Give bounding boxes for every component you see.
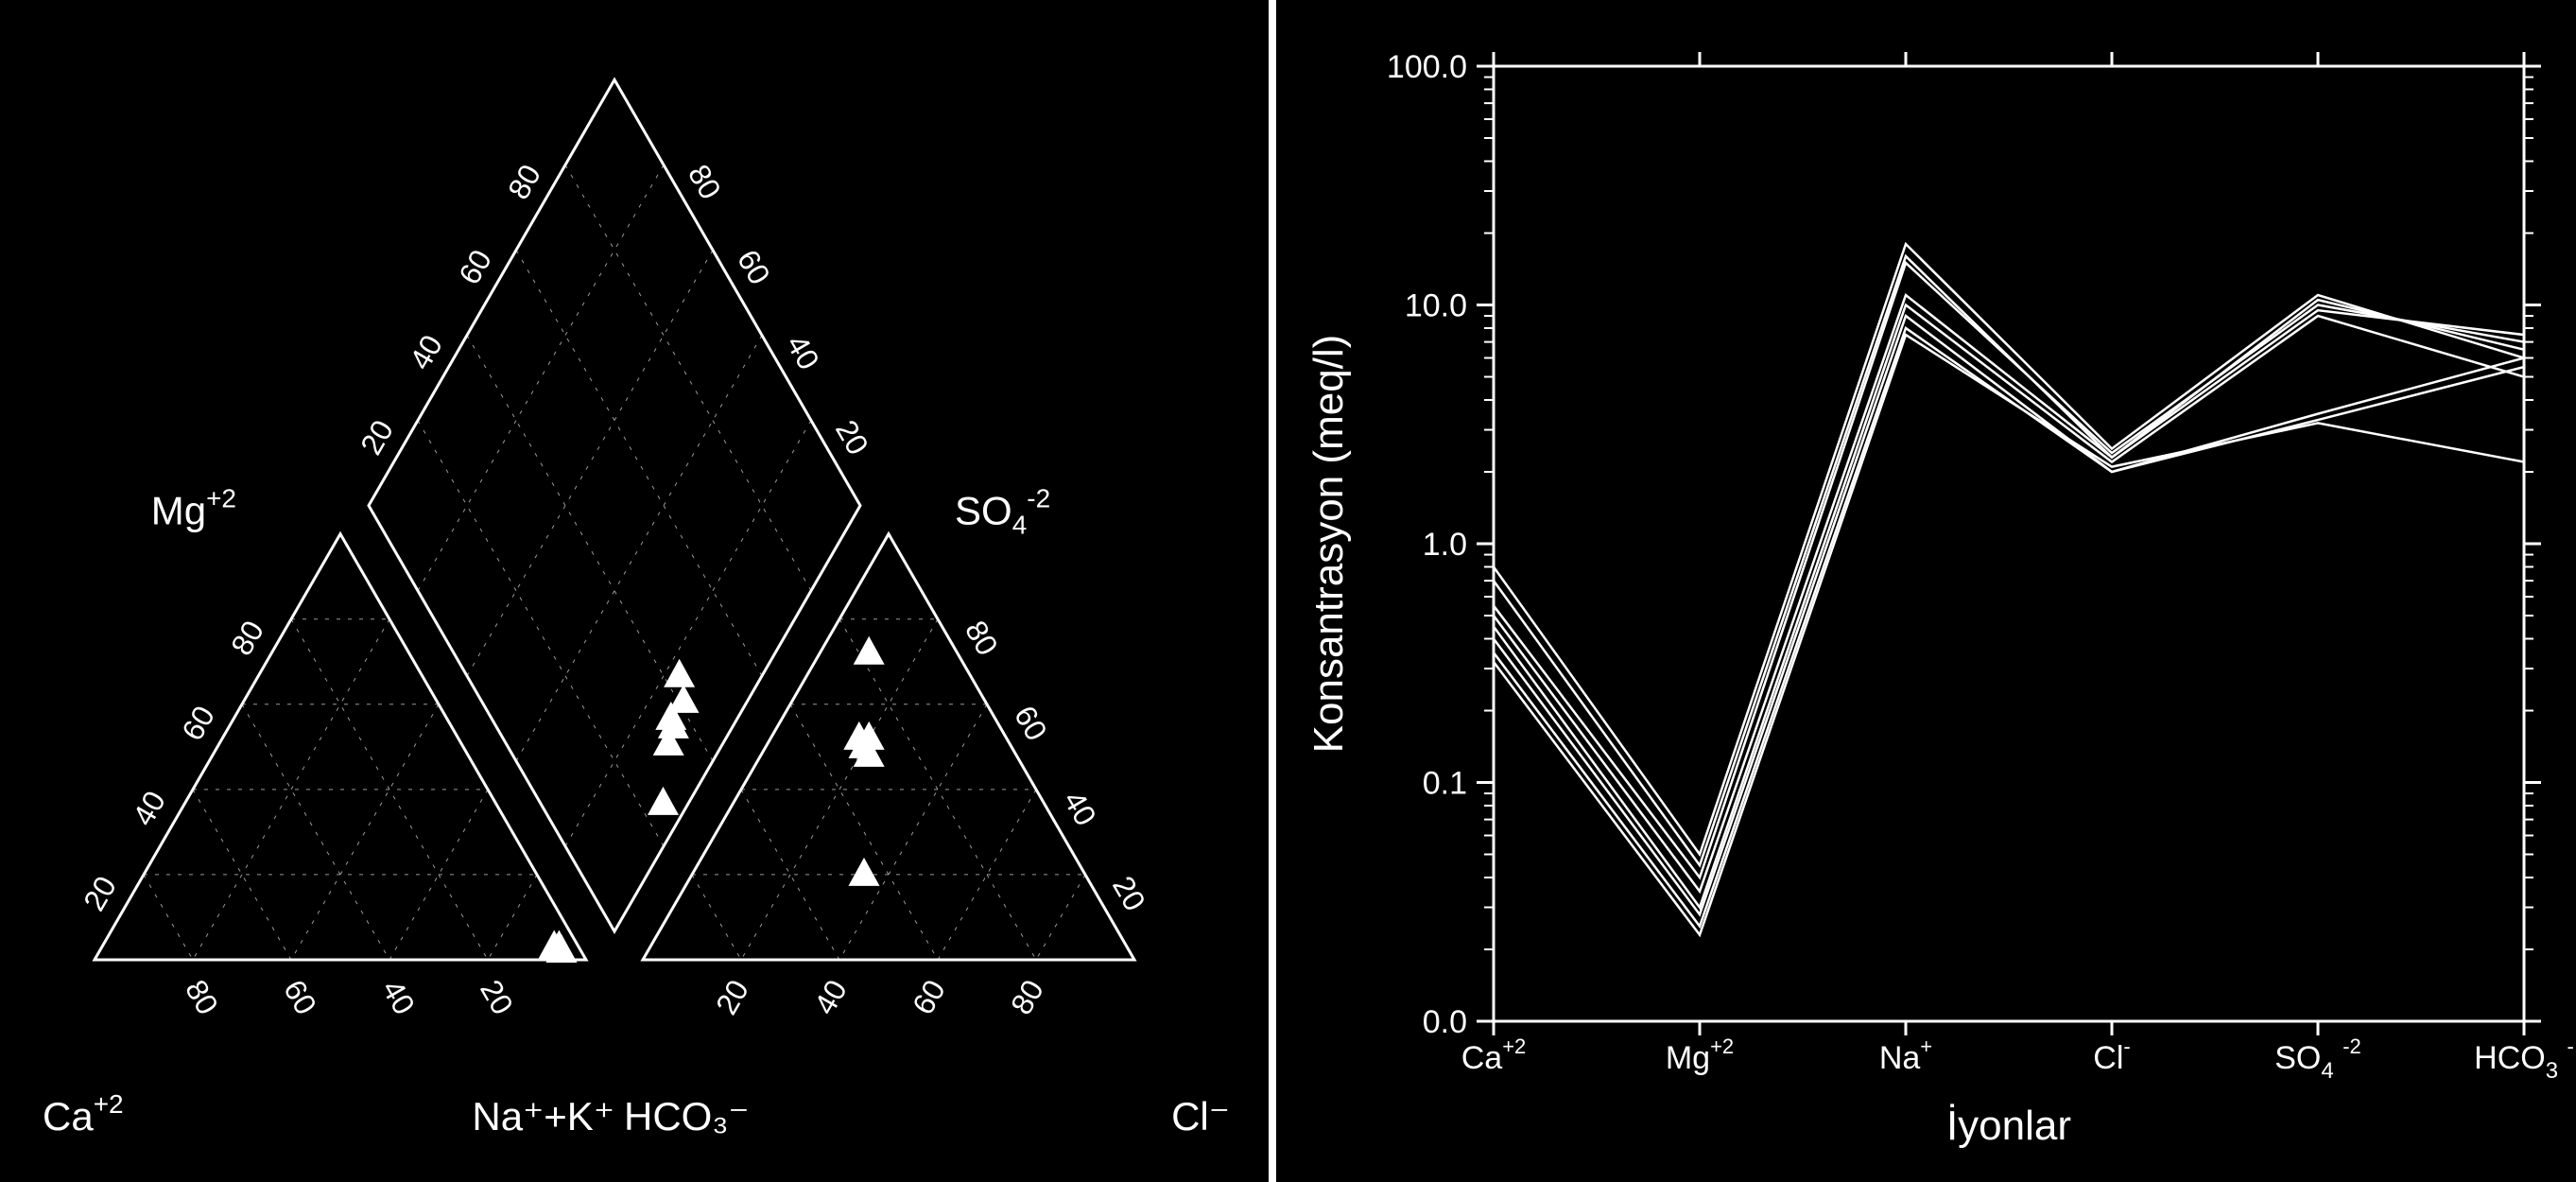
svg-text:Cl⁻: Cl⁻ [1171, 1094, 1230, 1139]
svg-text:40: 40 [126, 785, 172, 831]
svg-text:Ca+2: Ca+2 [1461, 1034, 1527, 1076]
svg-text:80: 80 [501, 159, 547, 205]
svg-text:20: 20 [77, 870, 123, 916]
svg-text:60: 60 [906, 974, 952, 1020]
svg-text:60: 60 [175, 700, 221, 746]
schoeller-chart: 0.0 0.1 1.0 10.0 100.0 Ca+2 Mg+2 Na+ Cl- SO4 -2 HC… [1276, 0, 2576, 1182]
svg-text:Na⁺+K⁺: Na⁺+K⁺ [472, 1094, 614, 1139]
svg-text:60: 60 [731, 244, 777, 290]
svg-text:80: 80 [959, 615, 1005, 661]
svg-text:20: 20 [474, 974, 520, 1020]
svg-text:Konsantrasyon (meq/l): Konsantrasyon (meq/l) [1305, 335, 1352, 754]
svg-text:İyonlar: İyonlar [1946, 1103, 2071, 1149]
svg-text:Ca+2: Ca+2 [43, 1089, 124, 1139]
svg-text:0.1: 0.1 [1423, 766, 1467, 802]
svg-text:100.0: 100.0 [1387, 49, 1467, 85]
svg-text:60: 60 [277, 974, 323, 1020]
svg-text:10.0: 10.0 [1405, 288, 1467, 324]
svg-text:SO4 -2: SO4 -2 [2274, 1034, 2361, 1084]
svg-text:20: 20 [1106, 870, 1152, 916]
svg-text:Cl-: Cl- [2093, 1034, 2130, 1076]
svg-text:Na+: Na+ [1879, 1034, 1932, 1076]
svg-text:HCO₃⁻: HCO₃⁻ [624, 1094, 750, 1139]
svg-text:40: 40 [807, 974, 854, 1020]
svg-text:60: 60 [1008, 700, 1054, 746]
piper-diagram: 2040608020406080204060802040608020406080… [0, 0, 1276, 1182]
svg-text:Mg+2: Mg+2 [1666, 1034, 1734, 1076]
piper-diagram-panel: 2040608020406080204060802040608020406080… [0, 0, 1276, 1182]
svg-text:20: 20 [709, 974, 755, 1020]
svg-text:80: 80 [224, 615, 270, 661]
svg-text:40: 40 [375, 974, 422, 1020]
svg-text:0.0: 0.0 [1423, 1004, 1467, 1040]
svg-text:40: 40 [403, 329, 449, 375]
svg-text:80: 80 [1004, 974, 1050, 1020]
svg-text:HCO3 -: HCO3 - [2474, 1034, 2574, 1084]
schoeller-chart-panel: 0.0 0.1 1.0 10.0 100.0 Ca+2 Mg+2 Na+ Cl- SO4 -2 HC… [1276, 0, 2576, 1182]
svg-text:60: 60 [452, 244, 498, 290]
svg-text:1.0: 1.0 [1423, 527, 1467, 563]
svg-text:80: 80 [179, 974, 225, 1020]
svg-text:Mg+2: Mg+2 [151, 484, 236, 533]
svg-text:SO4-2: SO4-2 [955, 484, 1050, 540]
svg-text:40: 40 [1057, 785, 1103, 831]
svg-text:80: 80 [682, 159, 728, 205]
svg-text:20: 20 [829, 414, 875, 461]
svg-text:40: 40 [780, 329, 826, 375]
svg-text:20: 20 [354, 414, 400, 461]
